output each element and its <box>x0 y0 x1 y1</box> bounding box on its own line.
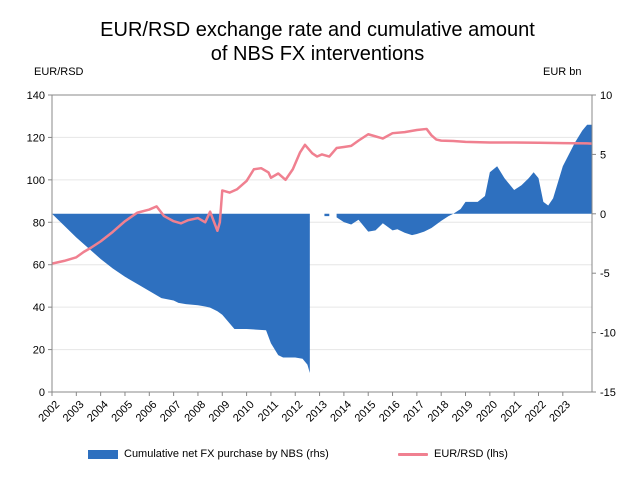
left-axis-tick-label: 0 <box>39 387 45 399</box>
left-axis-tick-label: 20 <box>33 345 45 357</box>
chart-title-line1: EUR/RSD exchange rate and cumulative amo… <box>100 19 535 41</box>
right-axis-tick-label: -10 <box>600 328 616 340</box>
right-axis-tick-label: 5 <box>600 149 606 161</box>
legend-label-fx-purchase: Cumulative net FX purchase by NBS (rhs) <box>124 448 329 460</box>
x-axis-tick-label: 2016 <box>377 399 403 425</box>
left-axis-tick-label: 120 <box>27 132 45 144</box>
left-axis-tick-label: 40 <box>33 302 45 314</box>
left-axis-tick-label: 140 <box>27 90 45 102</box>
legend-swatch-area <box>88 449 118 459</box>
x-axis-tick-label: 2023 <box>547 399 573 425</box>
right-axis-tick-label: 0 <box>600 209 606 221</box>
plot-frame <box>51 94 593 393</box>
right-axis-tick-label: 10 <box>600 90 612 102</box>
x-axis-tick-label: 2006 <box>134 399 160 425</box>
eur-rsd-line <box>51 127 593 265</box>
x-axis-tick-label: 2021 <box>499 399 525 425</box>
x-axis-tick-label: 2015 <box>353 399 379 425</box>
x-axis-tick-label: 2022 <box>523 399 549 425</box>
left-axis-tick-label: 100 <box>27 175 45 187</box>
x-axis-tick-label: 2013 <box>304 399 330 425</box>
x-axis-tick-label: 2014 <box>328 399 354 425</box>
x-axis-tick-label: 2017 <box>401 399 427 425</box>
chart-title-line2: of NBS FX interventions <box>210 43 425 65</box>
left-axis-tick-label: 60 <box>33 260 45 272</box>
legend-item-fx-purchase: Cumulative net FX purchase by NBS (rhs) <box>88 448 329 460</box>
legend-item-eur-rsd: EUR/RSD (lhs) <box>398 448 508 460</box>
x-axis-tick-label: 2018 <box>426 399 452 425</box>
x-axis-tick-label: 2008 <box>182 399 208 425</box>
left-axis-tick-label: 80 <box>33 217 45 229</box>
x-axis-tick-label: 2002 <box>36 399 62 425</box>
x-axis-tick-label: 2019 <box>450 399 476 425</box>
x-axis-tick-label: 2003 <box>61 399 87 425</box>
right-axis-tick-label: -5 <box>600 268 610 280</box>
x-axis-tick-label: 2020 <box>474 399 500 425</box>
x-axis-tick-label: 2012 <box>280 399 306 425</box>
right-axis-unit-label: EUR bn <box>543 66 582 78</box>
x-axis-tick-label: 2010 <box>231 399 257 425</box>
left-axis-unit-label: EUR/RSD <box>34 66 84 78</box>
fx-purchase-area <box>52 124 592 373</box>
x-axis-tick-label: 2007 <box>158 399 184 425</box>
x-axis-tick-label: 2005 <box>109 399 135 425</box>
x-axis-tick-label: 2011 <box>256 399 281 424</box>
right-axis-tick-label: -15 <box>600 387 616 399</box>
legend-label-eur-rsd: EUR/RSD (lhs) <box>434 448 508 460</box>
x-axis-tick-label: 2004 <box>85 399 111 425</box>
legend-swatch-line <box>398 452 428 456</box>
x-axis-tick-label: 2009 <box>207 399 233 425</box>
